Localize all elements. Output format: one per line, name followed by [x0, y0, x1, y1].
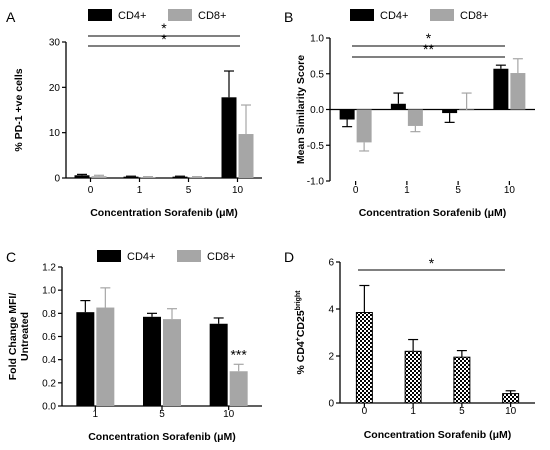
- significance-label-b: **: [423, 41, 434, 57]
- legend-swatch-c-cd8: [177, 250, 201, 262]
- x-tick-label-d: 5: [459, 406, 465, 417]
- panel-letter-a: A: [6, 9, 16, 25]
- significance-label-a: *: [161, 31, 167, 47]
- bar-b-cd4-1: [390, 103, 406, 110]
- x-tick-label-b: 10: [504, 185, 516, 196]
- significance-label-a: *: [161, 20, 167, 36]
- y-axis-label-b: Mean Similarity Score: [295, 55, 307, 164]
- x-tick-label-d: 1: [410, 406, 416, 417]
- legend-label-b-cd8: CD8+: [460, 10, 488, 22]
- bar-b-cd8-10: [510, 73, 526, 110]
- y-tick-label-c: 1.0: [42, 286, 56, 297]
- legend-swatch-c-cd4: [97, 250, 121, 262]
- x-tick-label-c: 5: [159, 409, 165, 420]
- y-tick-label-a: 20: [49, 83, 61, 94]
- panel-letter-d: D: [284, 249, 294, 265]
- bar-b-cd8-5: [459, 109, 475, 111]
- legend-label-a-cd4: CD4+: [118, 10, 146, 22]
- significance-label-d: *: [429, 255, 435, 271]
- x-tick-label-a: 0: [88, 185, 94, 196]
- bar-b-cd8-0: [356, 109, 372, 143]
- bar-d-series-5: [453, 356, 471, 404]
- y-axis-label-a: % PD-1 +ve cells: [13, 68, 25, 151]
- x-tick-label-b: 1: [404, 185, 410, 196]
- x-tick-label-d: 10: [505, 406, 517, 417]
- bar-c-cd8-5: [163, 319, 181, 406]
- legend-label-c-cd4: CD4+: [127, 251, 155, 263]
- x-tick-label-c: 10: [223, 409, 235, 420]
- y-tick-label-b: 0.0: [310, 105, 324, 116]
- bar-b-cd4-5: [442, 109, 458, 114]
- x-axis-label-d: Concentration Sorafenib (μM): [364, 429, 512, 441]
- x-tick-label-b: 0: [353, 185, 359, 196]
- y-tick-label-c: 0.0: [42, 402, 56, 413]
- x-tick-label-a: 10: [232, 185, 244, 196]
- y-tick-label-d: 2: [328, 352, 334, 363]
- significance-label-b: *: [426, 30, 432, 46]
- bar-c-cd4-1: [76, 312, 95, 406]
- y-tick-label-a: 30: [49, 38, 61, 49]
- bar-a-cd4-1: [123, 176, 139, 178]
- y-tick-label-c: 0.4: [42, 355, 56, 366]
- x-tick-label-b: 5: [455, 185, 461, 196]
- significance-label-c: ***: [230, 346, 247, 362]
- bar-c-cd8-1: [96, 307, 115, 406]
- legend-swatch-a-cd4: [88, 9, 112, 21]
- y-tick-label-d: 0: [328, 399, 334, 410]
- bar-c-cd4-5: [143, 316, 161, 406]
- bar-a-cd4-5: [172, 176, 188, 178]
- x-axis-label-a: Concentration Sorafenib (μM): [90, 207, 238, 219]
- bar-d-series-10: [502, 393, 520, 404]
- y-tick-label-c: 0.8: [42, 309, 56, 320]
- x-axis-label-c: Concentration Sorafenib (μM): [88, 431, 236, 443]
- bar-b-cd4-10: [493, 68, 509, 110]
- y-tick-label-b: -1.0: [307, 177, 325, 188]
- bar-c-cd4-10: [209, 323, 228, 406]
- bar-b-cd4-0: [339, 109, 355, 120]
- bar-a-cd8-0: [91, 176, 107, 178]
- y-tick-label-d: 4: [328, 305, 334, 316]
- x-tick-label-d: 0: [362, 406, 368, 417]
- legend-label-b-cd4: CD4+: [380, 10, 408, 22]
- y-tick-label-c: 1.2: [42, 263, 56, 274]
- y-tick-label-c: 0.2: [42, 378, 56, 389]
- y-tick-label-a: 0: [54, 174, 60, 185]
- panel-letter-c: C: [6, 249, 16, 265]
- bar-a-cd8-1: [140, 177, 156, 178]
- y-tick-label-d: 6: [328, 258, 334, 269]
- legend-swatch-a-cd8: [168, 9, 192, 21]
- legend-swatch-b-cd8: [430, 9, 454, 21]
- bar-d-series-0: [355, 312, 373, 404]
- bar-d-series-1: [404, 350, 422, 404]
- bar-a-cd8-5: [189, 177, 205, 178]
- x-tick-label-a: 1: [137, 185, 143, 196]
- y-axis-label-d: % CD4+CD25bright: [295, 290, 307, 375]
- y-axis-label-c: Untreated: [19, 312, 31, 361]
- y-tick-label-a: 10: [49, 128, 61, 139]
- x-tick-label-c: 1: [93, 409, 99, 420]
- y-tick-label-b: 1.0: [310, 34, 324, 45]
- y-tick-label-b: 0.5: [310, 69, 324, 80]
- x-axis-label-b: Concentration Sorafenib (μM): [359, 207, 507, 219]
- y-tick-label-c: 0.6: [42, 332, 56, 343]
- bar-a-cd4-10: [221, 97, 237, 178]
- legend-label-a-cd8: CD8+: [198, 10, 226, 22]
- x-tick-label-a: 5: [186, 185, 192, 196]
- bar-a-cd4-0: [74, 175, 90, 178]
- y-axis-label-c: Fold Change MFI/: [7, 293, 19, 381]
- bar-a-cd8-10: [238, 134, 254, 178]
- bar-c-cd8-10: [229, 371, 248, 406]
- legend-label-c-cd8: CD8+: [207, 251, 235, 263]
- panel-letter-b: B: [284, 9, 293, 25]
- bar-b-cd8-1: [407, 109, 423, 126]
- y-tick-label-b: -0.5: [307, 141, 325, 152]
- legend-swatch-b-cd4: [350, 9, 374, 21]
